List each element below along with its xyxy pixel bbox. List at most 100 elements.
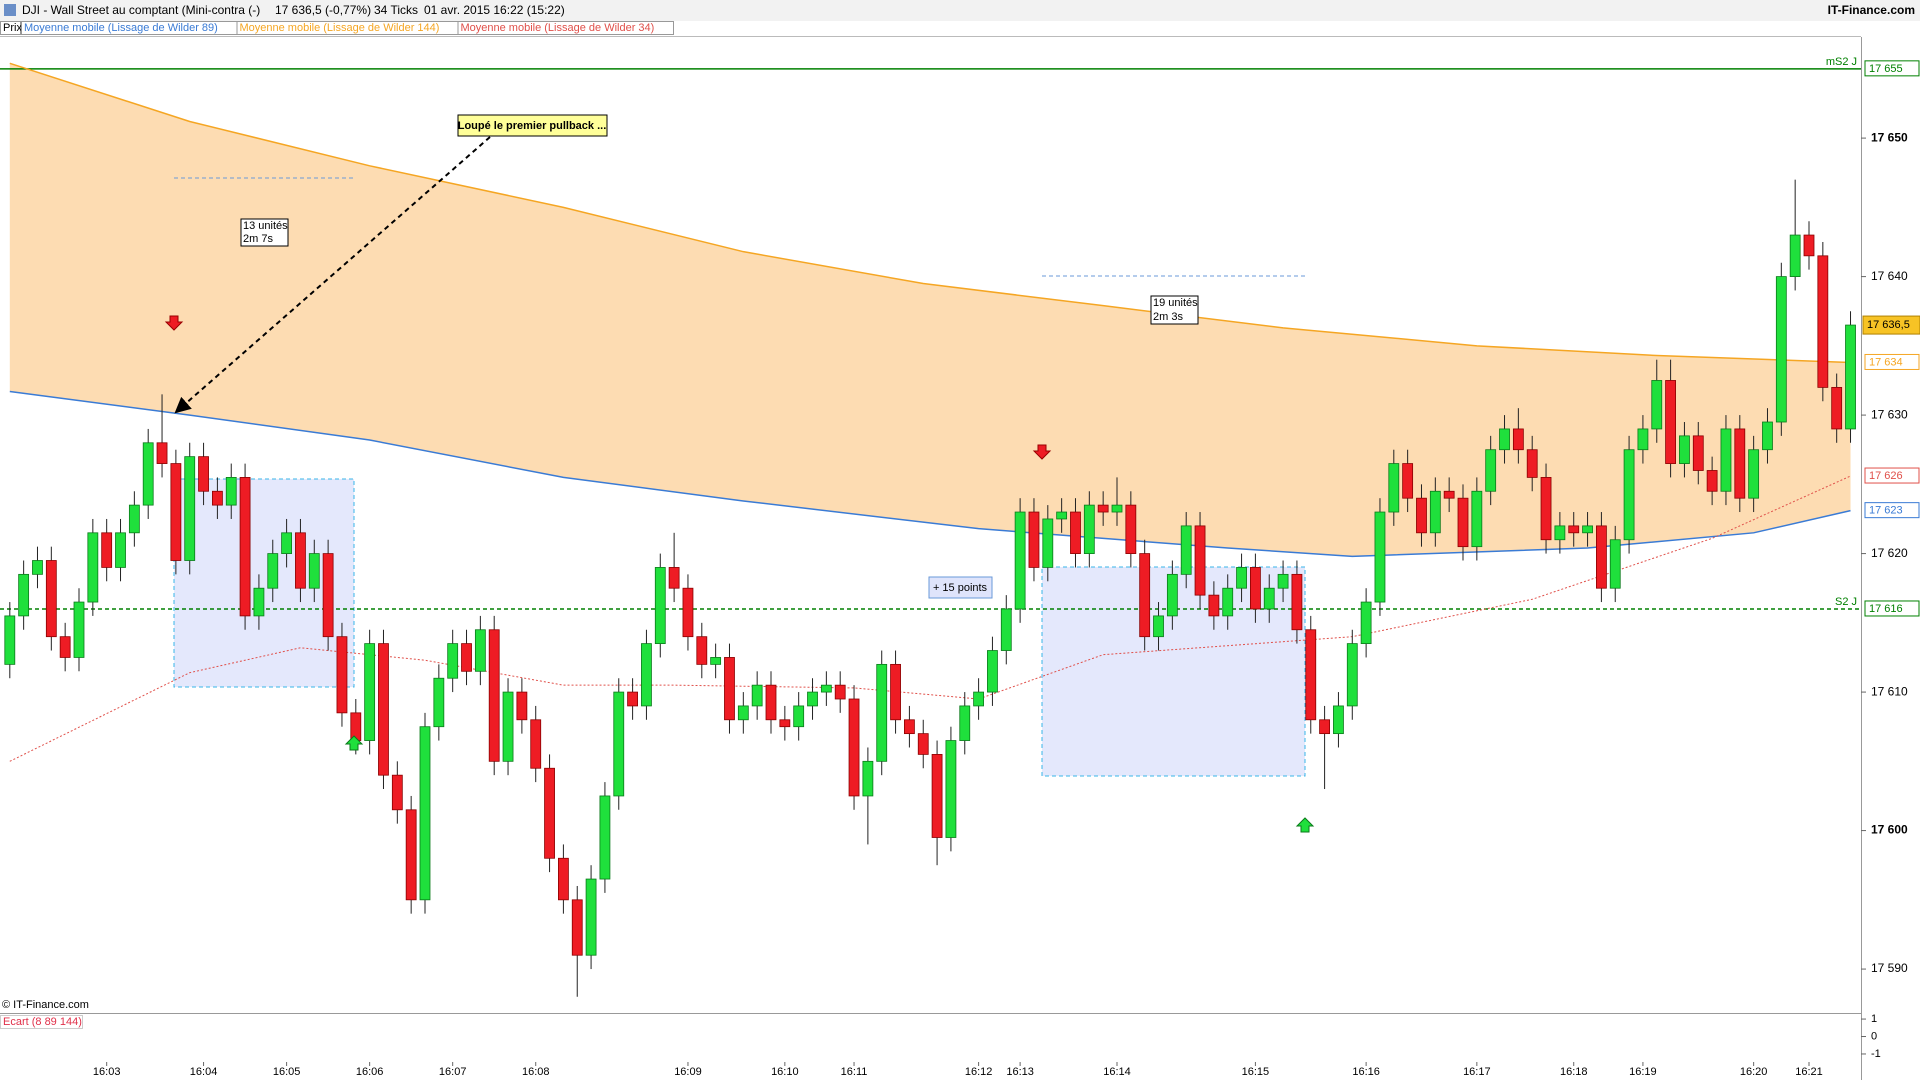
ma-band <box>9 63 1851 557</box>
candle-body <box>585 878 597 956</box>
candle-body <box>682 587 694 638</box>
candle-body <box>1748 449 1760 499</box>
info-text: 2m 7s <box>243 233 273 245</box>
candle-body <box>502 691 514 762</box>
x-tick-label: 16:13 <box>1006 1066 1034 1078</box>
info-box <box>1150 295 1199 325</box>
buy-arrow <box>1295 817 1315 833</box>
y-tick-label: 17 620 <box>1871 546 1908 560</box>
sell-arrow <box>1032 444 1052 460</box>
candle-body <box>904 719 915 735</box>
candle-body <box>834 684 846 700</box>
candle-body <box>1817 255 1829 388</box>
candle-body <box>1720 428 1732 492</box>
candle-body <box>1416 497 1427 534</box>
y-tick-label: 17 640 <box>1871 269 1908 283</box>
level-tag <box>1864 600 1920 617</box>
candle-body <box>1070 511 1081 554</box>
y-tick-label: 17 630 <box>1871 407 1908 421</box>
candle-body <box>751 684 763 707</box>
candle-body <box>737 705 749 721</box>
candle-body <box>1097 504 1109 513</box>
candle-body <box>793 705 805 728</box>
x-tick-label: 16:20 <box>1740 1066 1768 1078</box>
candle-body <box>1166 573 1178 617</box>
candle-body <box>1499 428 1510 451</box>
candle-body <box>1291 573 1303 631</box>
candle-body <box>1388 463 1400 513</box>
sell-arrow <box>164 315 184 331</box>
candle-body <box>184 456 196 561</box>
x-tick-label: 16:05 <box>273 1066 301 1078</box>
candle-body <box>295 532 306 589</box>
candle-body <box>1374 511 1386 603</box>
candle-body <box>654 567 666 645</box>
candle-body <box>820 684 832 693</box>
level-name: S2 J <box>1835 596 1857 608</box>
candle-body <box>1762 421 1773 451</box>
candle-body <box>308 553 320 589</box>
candle-body <box>87 532 99 603</box>
candle-body <box>696 636 708 665</box>
legend-box <box>457 21 674 35</box>
candle-body <box>862 760 874 797</box>
candle-body <box>668 567 680 589</box>
y-tick-label: 17 650 <box>1871 130 1908 144</box>
y-tick-label: 17 610 <box>1871 684 1908 698</box>
candle-body <box>1222 587 1234 617</box>
candle-body <box>1443 490 1455 499</box>
candle-body <box>1333 705 1344 735</box>
candle-body <box>1180 525 1192 575</box>
candle-body <box>364 643 376 741</box>
candle-body <box>1111 504 1123 513</box>
ma-tag <box>1864 353 1920 370</box>
candle-body <box>73 601 85 658</box>
candle-body <box>4 615 16 665</box>
x-tick-label: 16:08 <box>522 1066 550 1078</box>
candle-body <box>1845 324 1856 430</box>
candle-body <box>530 719 542 769</box>
candle-body <box>558 857 569 901</box>
x-tick-label: 16:10 <box>771 1066 799 1078</box>
candle-body <box>599 795 611 880</box>
candle-body <box>571 899 583 956</box>
callout-box <box>457 114 608 137</box>
candle-body <box>45 560 57 638</box>
plot-layer: mS2 J S2 J <box>0 56 1861 997</box>
brand: IT-Finance.com <box>1828 3 1915 17</box>
candle-body <box>1623 449 1635 541</box>
x-tick-label: 16:07 <box>439 1066 467 1078</box>
candle-body <box>211 490 223 506</box>
x-tick-label: 16:09 <box>674 1066 702 1078</box>
candle-body <box>1083 504 1095 554</box>
level-label: 17 655 <box>1869 63 1903 75</box>
candle-body <box>1651 380 1663 430</box>
legend-entry: Moyenne mobile (Lissage de Wilder 89) <box>24 22 218 34</box>
ma-tag <box>1864 467 1920 484</box>
x-tick-label: 16:19 <box>1629 1066 1657 1078</box>
candle-body <box>59 636 71 658</box>
x-tick-label: 16:12 <box>965 1066 993 1078</box>
moving-average <box>9 475 1851 762</box>
candle-body <box>516 691 528 721</box>
candle-body <box>1139 553 1151 638</box>
candle-body <box>1789 234 1801 277</box>
x-tick-label: 16:21 <box>1795 1066 1823 1078</box>
candle-body <box>1319 719 1330 735</box>
level-label: 17 616 <box>1869 603 1903 615</box>
candle-body <box>724 657 735 721</box>
candle-body <box>945 740 957 838</box>
candle-body <box>405 809 417 901</box>
candle-body <box>1526 449 1538 478</box>
candle-body <box>488 629 500 762</box>
ma-end-label: 17 626 <box>1869 470 1903 482</box>
candle-body <box>544 767 555 859</box>
candle-body <box>170 463 182 561</box>
candle-body <box>461 643 472 672</box>
candle-body <box>779 719 791 728</box>
quote: 17 636,5 (-0,77%) <box>275 3 371 17</box>
candle-body <box>225 477 237 506</box>
candle-body <box>1457 497 1469 548</box>
candle-body <box>1568 525 1580 534</box>
